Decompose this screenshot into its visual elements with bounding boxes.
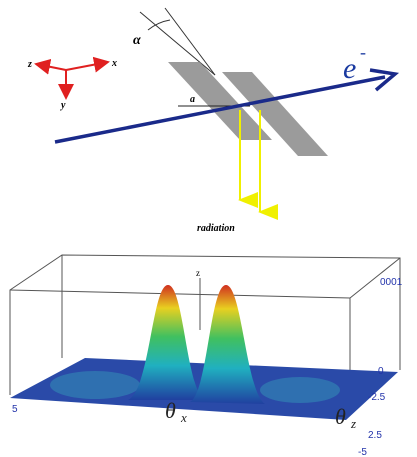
electron-beam	[54, 75, 386, 144]
peak	[190, 285, 265, 404]
coordinate-axes	[34, 56, 110, 100]
radiation-label: radiation	[197, 223, 235, 234]
beam-charge: -	[360, 42, 366, 62]
theta-x-subscript: x	[180, 410, 187, 425]
side-lobe	[50, 371, 140, 399]
angle-marker	[139, 7, 216, 76]
z-tick-label: 0	[378, 366, 384, 377]
distance-label: a	[190, 94, 195, 105]
axis-label-x: x	[111, 58, 117, 69]
theta-x-label: θ	[165, 398, 176, 423]
angle-label: α	[133, 33, 141, 48]
axis-label-y: y	[60, 100, 66, 111]
theta-z-tick: 2.5	[368, 430, 382, 441]
side-lobe	[260, 377, 340, 403]
beam-arrowhead	[369, 68, 400, 92]
theta-x-tick: 5	[12, 404, 18, 415]
theta-z-tick: -2.5	[368, 392, 386, 403]
theta-z-subscript: z	[350, 416, 356, 431]
axis-label-z: z	[27, 59, 32, 70]
plate	[222, 72, 328, 156]
plate	[168, 62, 272, 140]
plot-z-label: z	[196, 268, 200, 278]
theta-z-label: θ	[335, 404, 346, 429]
z-tick-label: 0001	[380, 277, 403, 288]
peak	[128, 285, 205, 400]
theta-z-tick: -5	[358, 447, 367, 457]
beam-label: e	[343, 52, 356, 85]
